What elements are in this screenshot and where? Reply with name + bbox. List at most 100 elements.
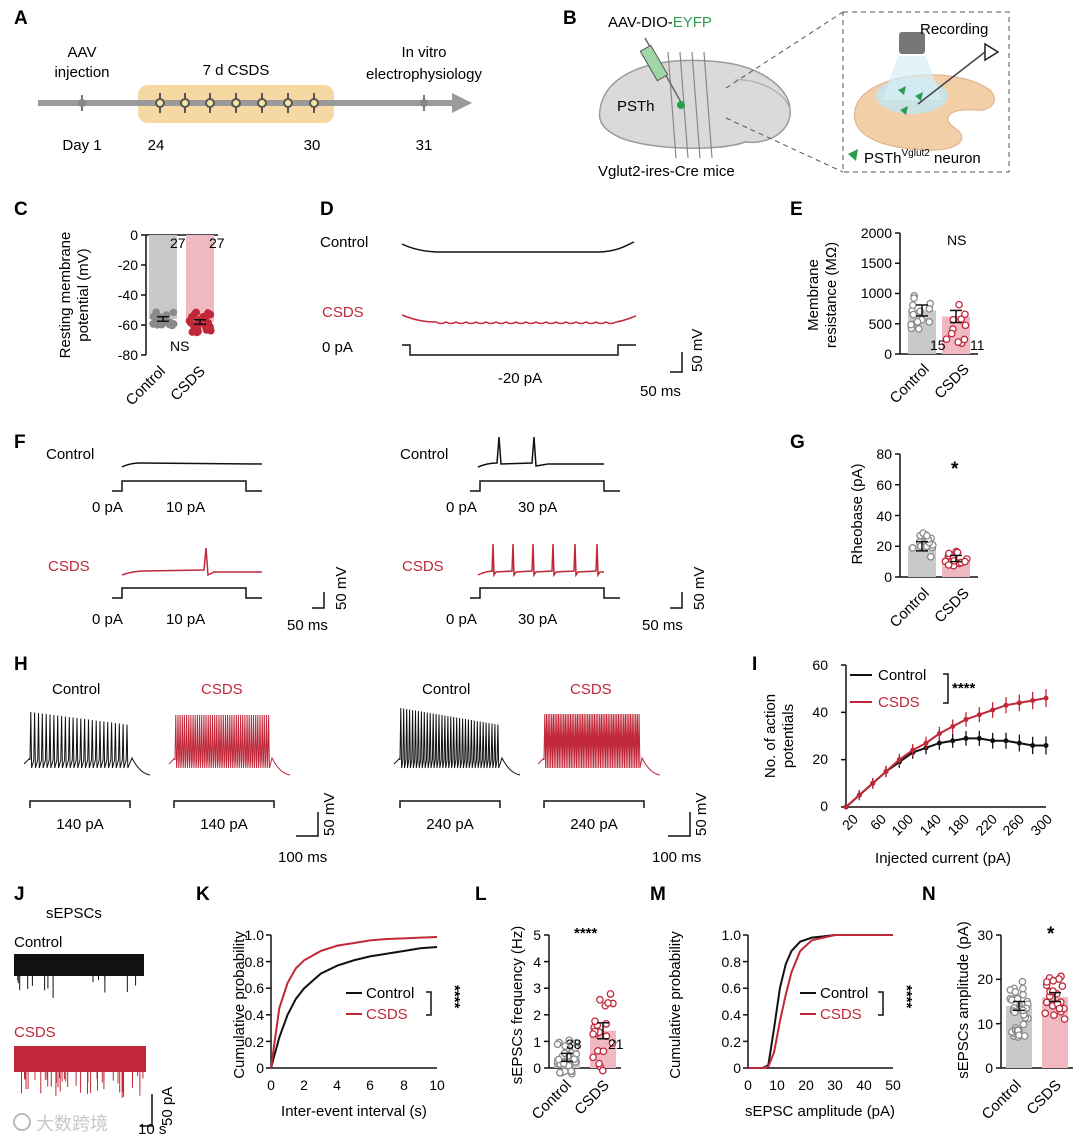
data-point	[955, 300, 963, 309]
data-point	[936, 740, 942, 746]
f-csds-label-2: CSDS	[402, 558, 444, 575]
panel-label-k: K	[196, 884, 210, 905]
d-current-step	[402, 344, 636, 356]
g-xlabel-csds: CSDS	[931, 585, 972, 626]
panel-label-d: D	[320, 199, 334, 220]
panel-f: F Control CSDS Control CSDS 0 pA 10 pA 0…	[14, 432, 708, 634]
data-point	[976, 735, 982, 741]
g-star: *	[951, 459, 959, 480]
data-point	[976, 712, 982, 718]
i-plot-area	[841, 664, 1049, 810]
data-point	[942, 335, 951, 344]
aav-label: AAV	[68, 44, 97, 61]
panel-label-i: I	[752, 654, 757, 675]
data-point	[595, 1059, 603, 1068]
data-point	[1042, 998, 1051, 1007]
f-scale-v-2: 50 mV	[691, 567, 708, 610]
d-csds-trace	[401, 314, 637, 325]
panel-label-c: C	[14, 199, 28, 220]
data-point	[604, 999, 612, 1007]
h-csds-trace-140pa	[168, 714, 291, 776]
invitro-label: In vitro	[401, 44, 446, 61]
data-point	[1030, 698, 1036, 703]
l-n-control: 38	[566, 1036, 582, 1052]
k-legend-control: Control	[366, 985, 414, 1002]
k-ytick: 1.0	[245, 927, 265, 943]
m-xtick: 10	[769, 1077, 785, 1093]
data-point	[1016, 700, 1022, 706]
l-ytick: 5	[533, 927, 541, 943]
c-ytick: -60	[118, 317, 138, 333]
m-plot-area	[743, 934, 893, 1069]
h-scale-bar-1	[296, 812, 319, 837]
k-xtick: 6	[366, 1077, 374, 1093]
data-point	[606, 990, 615, 998]
data-point	[1018, 977, 1027, 986]
i-stat-bracket	[943, 673, 949, 704]
day-1-label: Day 1	[62, 137, 101, 154]
f-csds-label-1: CSDS	[48, 558, 90, 575]
i-xtick: 100	[888, 811, 916, 839]
g-ytick: 80	[876, 446, 892, 462]
data-point	[571, 1044, 580, 1052]
h-scale-v-1: 50 mV	[321, 793, 338, 836]
data-point	[909, 301, 917, 310]
m-ytick: 0.6	[722, 980, 742, 996]
g-plot-area	[895, 453, 978, 578]
c-n-csds: 27	[209, 235, 225, 251]
data-point	[990, 738, 996, 744]
panel-label-n: N	[922, 884, 936, 905]
data-point	[910, 294, 918, 302]
n-ytick: 20	[977, 971, 993, 987]
h-csds-label-1: CSDS	[201, 681, 243, 698]
control-series-line	[270, 945, 438, 1069]
data-point	[961, 310, 969, 319]
data-point	[910, 747, 916, 753]
c-ytick: -40	[118, 287, 138, 303]
amplifier-icon	[984, 42, 1000, 62]
slice-inset-frame	[842, 11, 1010, 173]
m-xtick: 0	[744, 1077, 752, 1093]
g-ytick: 40	[876, 508, 892, 524]
data-point	[883, 769, 889, 774]
data-point	[870, 780, 876, 786]
data-point	[596, 995, 604, 1004]
data-point	[1020, 1032, 1029, 1040]
f-10pa-1: 10 pA	[166, 499, 205, 516]
data-point	[923, 531, 931, 540]
data-point	[926, 552, 935, 561]
l-xlabel-control: Control	[529, 1077, 575, 1123]
f-scale-t-1: 50 ms	[287, 617, 328, 634]
data-point	[599, 1047, 608, 1056]
h-scale-v-2: 50 mV	[693, 793, 710, 836]
h-step-2	[173, 800, 275, 808]
l-plot-area	[544, 934, 621, 1078]
h-scale-bar-2	[668, 812, 691, 837]
data-point	[1058, 982, 1067, 990]
f-step-csds-10pa	[112, 587, 262, 599]
panel-label-e: E	[790, 199, 803, 220]
f-control-label-2: Control	[400, 446, 448, 463]
c-plot-area	[141, 234, 218, 356]
data-point	[1043, 695, 1049, 701]
data-point	[936, 731, 942, 737]
data-point	[909, 310, 918, 319]
d-zero-label: 0 pA	[322, 339, 353, 356]
i-xtick: 260	[999, 811, 1027, 839]
panel-label-h: H	[14, 654, 28, 675]
c-ns-label: NS	[170, 338, 189, 354]
l-ytick: 2	[533, 1007, 541, 1023]
k-xlabel: Inter-event interval (s)	[281, 1103, 427, 1120]
csds-series-line	[748, 934, 893, 1069]
j-csds-label: CSDS	[14, 1024, 56, 1041]
e-ytick: 1000	[861, 285, 892, 301]
ephys-label: electrophysiology	[366, 66, 482, 83]
data-point	[916, 542, 925, 551]
e-ns-label: NS	[947, 232, 966, 248]
i-legend-csds: CSDS	[878, 694, 920, 711]
light-cone	[882, 56, 942, 100]
day-24-label: 24	[148, 137, 165, 154]
i-xtick: 220	[972, 811, 1000, 839]
l-ylabel: sEPSCs frequency (Hz)	[509, 926, 526, 1084]
panel-e: E Membrane resistance (MΩ) 2000 1500 100…	[790, 199, 985, 407]
